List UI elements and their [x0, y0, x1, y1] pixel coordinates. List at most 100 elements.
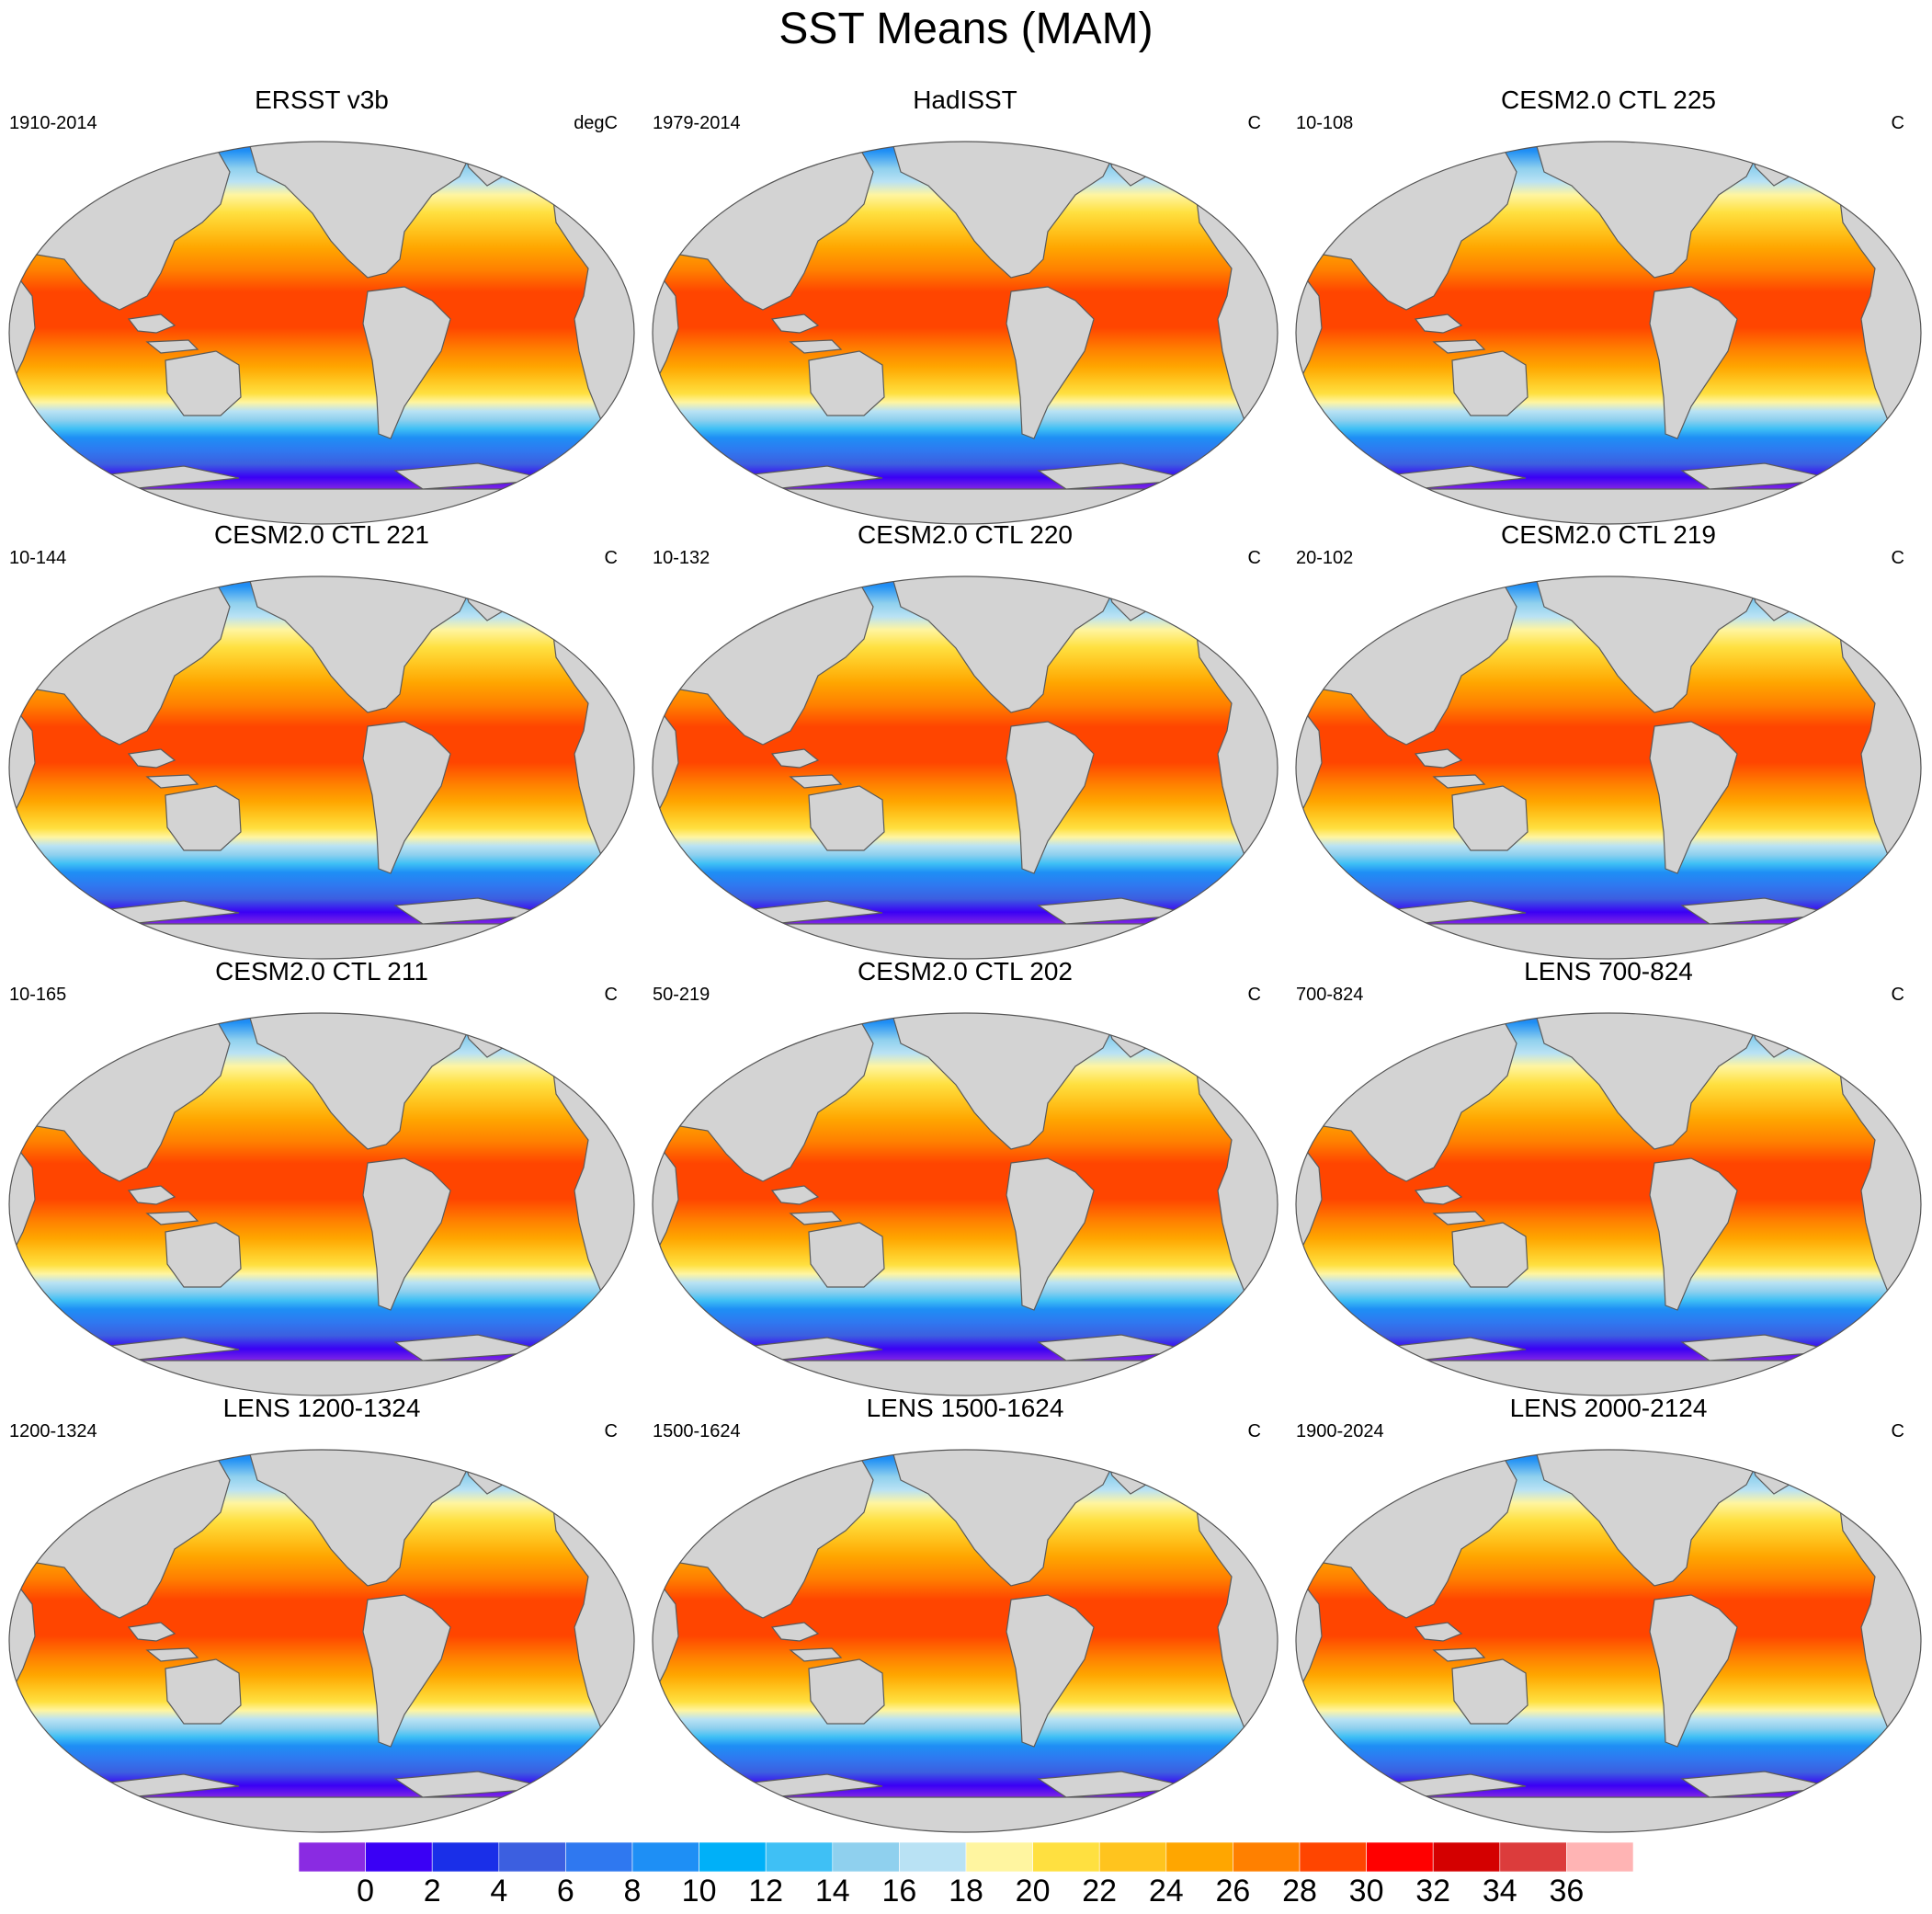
map-panel: ERSST v3b 1910-2014 degC — [0, 85, 643, 525]
panel-years: 20-102 — [1296, 548, 1354, 568]
globe-outline — [8, 1449, 635, 1833]
map-panel: HadISST 1979-2014 C — [643, 85, 1287, 525]
land-australia — [165, 785, 242, 851]
colorbar-box — [1032, 1842, 1100, 1872]
sst-map — [8, 1012, 635, 1396]
land-maritime — [1414, 313, 1486, 354]
colorbar-label: 22 — [1082, 1874, 1118, 1908]
colorbar-box — [1499, 1842, 1567, 1872]
land-north-america — [891, 576, 1122, 713]
globe-outline — [1295, 575, 1922, 960]
sst-map — [652, 575, 1279, 960]
land-south-america — [362, 721, 451, 874]
land-australia — [808, 350, 885, 416]
panel-title: LENS 700-824 — [1524, 957, 1693, 985]
panel-units: C — [1247, 1421, 1261, 1441]
colorbar-box — [365, 1842, 433, 1872]
land-australia — [165, 1658, 242, 1725]
panel-years: 1910-2014 — [9, 113, 97, 133]
map-panel: CESM2.0 CTL 202 50-219 C — [643, 956, 1287, 1396]
colorbar-box — [899, 1842, 967, 1872]
sst-map — [652, 1012, 1279, 1396]
land-australia — [165, 1222, 242, 1288]
land-north-america — [1534, 1450, 1766, 1587]
land-south-america — [1649, 721, 1738, 874]
land-north-america — [247, 576, 479, 713]
sst-map — [1295, 141, 1922, 525]
map-panel: CESM2.0 CTL 220 10-132 C — [643, 519, 1287, 960]
panel-years: 10-144 — [9, 548, 67, 568]
globe-outline — [652, 1012, 1279, 1396]
land-south-america — [1649, 1594, 1738, 1748]
land-maritime — [1414, 1622, 1486, 1662]
land-north-america — [891, 1013, 1122, 1150]
colorbar-box — [1299, 1842, 1367, 1872]
colorbar-label: 16 — [881, 1874, 917, 1908]
map-panel: CESM2.0 CTL 221 10-144 C — [0, 519, 643, 960]
sst-map — [652, 1449, 1279, 1833]
panel-units: degC — [574, 113, 618, 133]
colorbar-box — [832, 1842, 900, 1872]
colorbar-label: 2 — [423, 1874, 441, 1908]
panel-units: C — [604, 548, 618, 568]
panel-units: C — [604, 1421, 618, 1441]
map-panel: CESM2.0 CTL 219 20-102 C — [1287, 519, 1930, 960]
colorbar-label: 24 — [1148, 1874, 1184, 1908]
sst-map — [8, 575, 635, 960]
sst-map — [1295, 575, 1922, 960]
sst-map — [1295, 1449, 1922, 1833]
colorbar-box — [631, 1842, 699, 1872]
colorbar-box — [1233, 1842, 1301, 1872]
globe-outline — [652, 141, 1279, 525]
panel-title: CESM2.0 CTL 225 — [1501, 85, 1716, 114]
panel-units: C — [1247, 113, 1261, 133]
land-australia — [1451, 1222, 1529, 1288]
panel-units: C — [1247, 985, 1261, 1005]
colorbar-label: 6 — [556, 1874, 574, 1908]
panel-units: C — [1891, 985, 1904, 1005]
colorbar-box — [498, 1842, 566, 1872]
land-maritime — [1414, 1185, 1486, 1225]
land-maritime — [770, 748, 843, 789]
colorbar-box — [765, 1842, 834, 1872]
land-australia — [1451, 350, 1529, 416]
colorbar-box — [1366, 1842, 1434, 1872]
map-panel: LENS 700-824 700-824 C — [1287, 956, 1930, 1396]
panel-units: C — [1891, 1421, 1904, 1441]
colorbar-box — [1566, 1842, 1633, 1872]
map-panel: LENS 1500-1624 1500-1624 C — [643, 1393, 1287, 1833]
colorbar-box — [299, 1842, 366, 1872]
colorbar-box — [565, 1842, 633, 1872]
land-north-america — [1534, 576, 1766, 713]
land-australia — [808, 1222, 885, 1288]
panel-title: CESM2.0 CTL 219 — [1501, 520, 1716, 549]
globe-outline — [8, 141, 635, 525]
globe-outline — [652, 575, 1279, 960]
land-australia — [808, 1658, 885, 1725]
land-australia — [1451, 785, 1529, 851]
land-north-america — [247, 142, 479, 279]
land-south-america — [362, 1594, 451, 1748]
land-south-america — [362, 286, 451, 439]
colorbar — [299, 1842, 1633, 1872]
panel-title: HadISST — [913, 85, 1017, 114]
map-panel: CESM2.0 CTL 225 10-108 C — [1287, 85, 1930, 525]
colorbar-label: 4 — [490, 1874, 508, 1908]
land-south-america — [362, 1157, 451, 1311]
land-south-america — [1649, 286, 1738, 439]
colorbar-box — [1165, 1842, 1233, 1872]
panel-years: 1500-1624 — [653, 1421, 741, 1441]
colorbar-label: 28 — [1282, 1874, 1317, 1908]
colorbar-label: 18 — [949, 1874, 983, 1908]
panel-title: LENS 1200-1324 — [222, 1394, 421, 1422]
globe-outline — [1295, 1449, 1922, 1833]
colorbar-box — [1098, 1842, 1167, 1872]
colorbar-label: 14 — [814, 1874, 850, 1908]
map-panel: LENS 1200-1324 1200-1324 C — [0, 1393, 643, 1833]
colorbar-label: 30 — [1348, 1874, 1384, 1908]
land-maritime — [127, 748, 199, 789]
map-panel: LENS 2000-2124 1900-2024 C — [1287, 1393, 1930, 1833]
sst-map — [8, 1449, 635, 1833]
land-maritime — [1414, 748, 1486, 789]
panel-title: CESM2.0 CTL 202 — [858, 957, 1073, 985]
